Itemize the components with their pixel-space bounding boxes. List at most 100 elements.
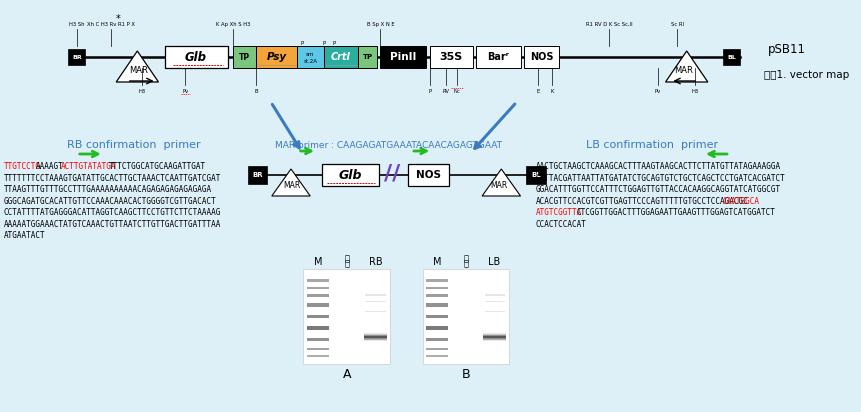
FancyBboxPatch shape [322,164,380,186]
FancyBboxPatch shape [526,166,546,184]
Text: AAAAATGGAAACTATGTCAAACTGTTAATCTTGTTGACTTGATTTAA: AAAAATGGAAACTATGTCAAACTGTTAATCTTGTTGACTT… [3,220,221,229]
Text: 일: 일 [344,260,350,269]
Text: BL: BL [531,172,541,178]
Text: MAR: MAR [490,180,507,190]
FancyBboxPatch shape [307,287,329,289]
Text: RB confirmation  primer: RB confirmation primer [67,140,201,150]
Text: RV: RV [442,89,449,94]
Text: CAATGGCA: CAATGGCA [722,197,759,206]
Text: B: B [461,368,470,382]
FancyBboxPatch shape [365,311,386,312]
FancyBboxPatch shape [483,333,506,334]
Text: 단: 단 [344,255,350,264]
FancyBboxPatch shape [426,287,448,289]
Text: TTTTTTTCCTAAAGTGATATTGCACTTGCTAAACTCAATTGATCGAT: TTTTTTTCCTAAAGTGATATTGCACTTGCTAAACTCAATT… [3,173,221,183]
Polygon shape [482,169,521,196]
Text: Barʳ: Barʳ [487,52,510,62]
FancyBboxPatch shape [307,348,329,350]
FancyBboxPatch shape [426,338,448,341]
Text: TP: TP [362,54,373,60]
Text: P: P [300,40,304,45]
Text: GGACATTTGGTTCCATTTCTGGAGTTGTTACCACAAGGCAGGTATCATGGCGT: GGACATTTGGTTCCATTTCTGGAGTTGTTACCACAAGGCA… [536,185,781,194]
Text: M: M [433,257,441,267]
FancyBboxPatch shape [483,337,506,338]
FancyBboxPatch shape [485,311,505,312]
FancyBboxPatch shape [307,279,329,282]
FancyBboxPatch shape [426,279,448,282]
Text: TTTCTGGCATGCAAGATTGAT: TTTCTGGCATGCAAGATTGAT [109,162,207,171]
Text: RB: RB [369,257,382,267]
Text: MAR: MAR [129,66,148,75]
Text: Xh C H3 Rv R1 P X: Xh C H3 Rv R1 P X [88,21,135,26]
FancyBboxPatch shape [364,340,387,341]
Text: H3 Sh: H3 Sh [69,21,84,26]
Text: BL: BL [728,54,736,59]
FancyBboxPatch shape [297,46,324,68]
Text: TP: TP [239,52,251,61]
FancyBboxPatch shape [364,338,387,339]
FancyBboxPatch shape [358,46,377,68]
FancyBboxPatch shape [483,336,506,337]
Text: GGGCAGATGCACATTGTTCCAAACAAACACTGGGGTCGTTGACACT: GGGCAGATGCACATTGTTCCAAACAAACACTGGGGTCGTT… [3,197,217,206]
Text: P: P [429,89,432,94]
FancyBboxPatch shape [307,338,329,341]
FancyBboxPatch shape [248,166,267,184]
FancyBboxPatch shape [307,315,329,318]
Text: Glb: Glb [338,169,362,182]
FancyBboxPatch shape [364,337,387,338]
FancyBboxPatch shape [483,339,506,340]
FancyBboxPatch shape [426,303,448,307]
Text: E: E [536,89,540,94]
Text: R1 RV D K Sc Sc,II: R1 RV D K Sc Sc,II [585,21,632,26]
Text: CATTACGATTAATTATGATATCTGCAGTGTCTGCTCAGCTCCTGATCACGATCT: CATTACGATTAATTATGATATCTGCAGTGTCTGCTCAGCT… [536,173,785,183]
Text: Pv: Pv [654,89,661,94]
FancyBboxPatch shape [483,338,506,339]
Text: ATGAATACT: ATGAATACT [3,231,46,240]
Text: TTGTCCTG: TTGTCCTG [3,162,40,171]
Text: A: A [343,368,351,382]
Text: LB: LB [488,257,501,267]
FancyBboxPatch shape [426,315,448,318]
Text: 일: 일 [463,260,468,269]
FancyBboxPatch shape [233,46,257,68]
Text: CTCGGTTGGACTTTGGAGAATTGAAGTTTGGAGTCATGGATCT: CTCGGTTGGACTTTGGAGAATTGAAGTTTGGAGTCATGGA… [576,208,775,217]
FancyBboxPatch shape [381,46,426,68]
Text: Glb: Glb [185,51,207,63]
FancyBboxPatch shape [524,46,559,68]
FancyBboxPatch shape [303,269,390,364]
FancyBboxPatch shape [307,326,329,330]
Text: CCTATTTTATGAGGGACATTAGGTCAAGCTTCCTGTTCTTCTAAAAG: CCTATTTTATGAGGGACATTAGGTCAAGCTTCCTGTTCTT… [3,208,221,217]
Text: Psy: Psy [267,52,287,62]
FancyBboxPatch shape [430,46,473,68]
FancyBboxPatch shape [307,356,329,357]
FancyBboxPatch shape [408,164,449,186]
Text: H3: H3 [139,89,146,94]
Text: Sc RI: Sc RI [671,21,684,26]
Text: //: // [384,163,400,183]
Text: MAR: MAR [674,66,693,75]
Text: *: * [115,14,121,24]
FancyBboxPatch shape [723,49,740,65]
Polygon shape [666,51,708,82]
Text: 35S: 35S [440,52,463,62]
Text: ATGTCGGTTA: ATGTCGGTTA [536,208,582,217]
Text: PinII: PinII [390,52,417,62]
Text: M: M [313,257,322,267]
FancyBboxPatch shape [365,301,386,302]
Text: P: P [323,40,326,45]
Text: st.2A: st.2A [303,59,317,63]
Text: K Ap Xh S H3: K Ap Xh S H3 [216,21,251,26]
Text: P: P [332,40,336,45]
FancyBboxPatch shape [483,334,506,335]
FancyBboxPatch shape [483,335,506,336]
Text: BR: BR [72,54,82,59]
Text: 단: 단 [463,255,468,264]
Text: TTAAGTTTGTTTGCCTTTGAAAAAAAAAACAGAGAGAGAGAGAGA: TTAAGTTTGTTTGCCTTTGAAAAAAAAAACAGAGAGAGAG… [3,185,212,194]
Text: sm: sm [306,52,314,56]
FancyBboxPatch shape [364,336,387,337]
FancyBboxPatch shape [364,333,387,334]
Text: 그림1. vector map: 그림1. vector map [764,70,849,80]
Text: CCACTCCACAT: CCACTCCACAT [536,220,587,229]
FancyBboxPatch shape [307,294,329,297]
FancyBboxPatch shape [423,269,509,364]
